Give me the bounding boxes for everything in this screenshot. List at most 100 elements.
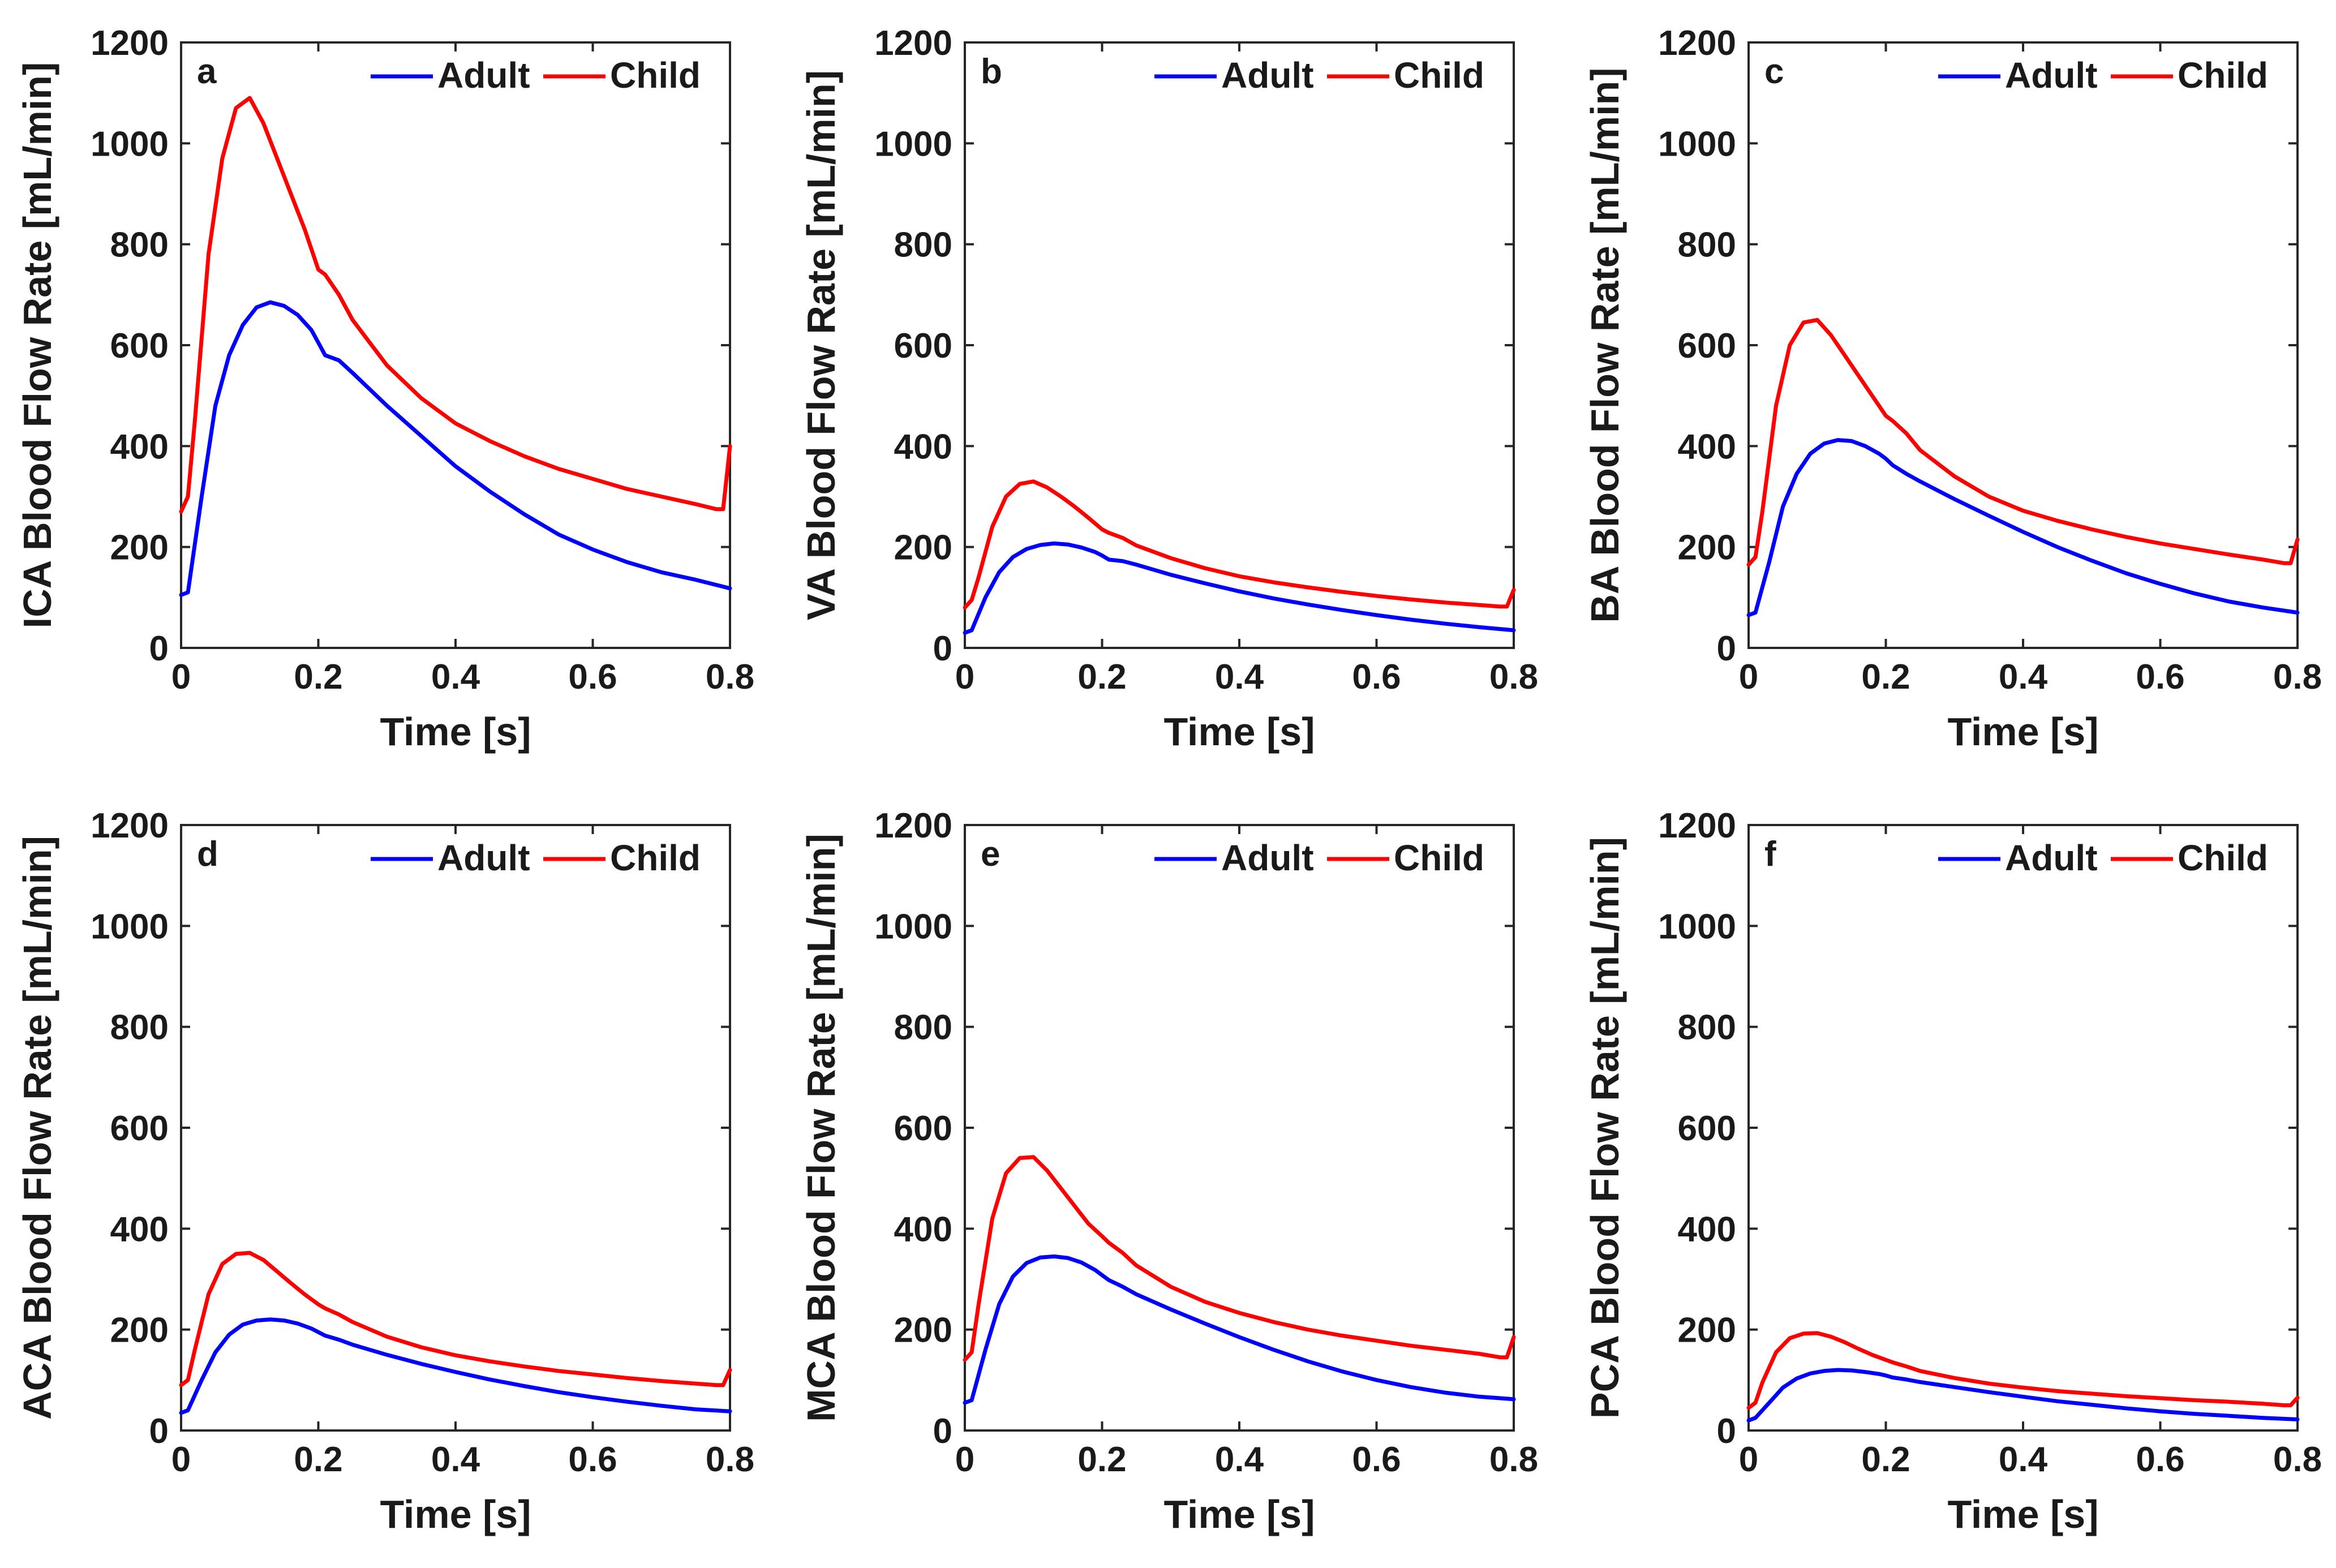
y-tick-label: 800 [894, 226, 952, 265]
y-tick-label: 0 [933, 1412, 952, 1451]
legend-entry-adult: Adult [1154, 837, 1314, 878]
panel-a: 0 0.2 0.4 0.6 0.8 0 200 400 600 800 1000 1200 Time [… [15, 24, 754, 754]
panel-c: 0 0.2 0.4 0.6 0.8 0 200 400 600 800 1000 1200 Time [… [1583, 24, 2322, 754]
x-tick-label: 0 [1739, 658, 1758, 697]
y-tick-label: 800 [1678, 1008, 1736, 1047]
legend-label: Adult [1221, 55, 1314, 96]
legend-label: Child [2178, 837, 2268, 878]
panel-label: c [1764, 52, 1784, 91]
series-line-adult [1746, 1368, 2300, 1423]
x-tick-label: 0.2 [1861, 658, 1910, 697]
panel-d: 0 0.2 0.4 0.6 0.8 0 200 400 600 800 1000 1200 Time [… [15, 806, 754, 1536]
y-tick-label: 600 [110, 1109, 169, 1148]
y-tick-label: 200 [894, 1311, 952, 1350]
legend-entry-child: Child [543, 55, 701, 96]
legend-label: Child [610, 837, 701, 878]
legend-entry-child: Child [2111, 55, 2268, 96]
legend-entry-adult: Adult [1938, 837, 2098, 878]
x-axis-title: Time [s] [1947, 710, 2098, 754]
y-tick-label: 1200 [91, 24, 169, 63]
y-tick-label: 600 [894, 327, 952, 366]
y-tick-label: 800 [894, 1008, 952, 1047]
y-axis-title: MCA Blood Flow Rate [mL/min] [799, 834, 843, 1422]
legend-entry-child: Child [1327, 837, 1484, 878]
y-tick-label: 1200 [91, 806, 169, 845]
y-tick-label: 400 [110, 1210, 169, 1249]
x-axis-title: Time [s] [380, 1492, 531, 1536]
y-tick-label: 0 [933, 629, 952, 668]
y-tick-label: 1000 [91, 907, 169, 946]
plot-frame [964, 824, 1515, 1432]
x-tick-label: 0.2 [1077, 658, 1126, 697]
y-tick-label: 200 [1678, 1311, 1736, 1350]
series-line-child [179, 1251, 732, 1387]
series-line-adult [963, 1254, 1516, 1405]
y-tick-label: 1200 [1658, 806, 1736, 845]
y-tick-label: 200 [110, 1311, 169, 1350]
y-tick-label: 600 [110, 327, 169, 366]
panel-b: 0 0.2 0.4 0.6 0.8 0 200 400 600 800 1000 1200 Time [… [799, 24, 1538, 754]
legend-entry-child: Child [1327, 55, 1484, 96]
x-tick-label: 0.6 [2136, 658, 2184, 697]
series-line-child [963, 1155, 1516, 1362]
y-tick-label: 400 [894, 427, 952, 466]
y-tick-label: 800 [110, 1008, 169, 1047]
plot-frame [964, 41, 1515, 649]
y-tick-label: 1000 [91, 124, 169, 164]
legend-entry-adult: Adult [1938, 55, 2098, 96]
x-axis-title: Time [s] [1163, 1492, 1315, 1536]
legend-label: Child [1394, 837, 1484, 878]
x-tick-label: 0.6 [568, 658, 617, 697]
panel-label: e [981, 835, 1000, 874]
legend-label: Child [610, 55, 701, 96]
x-tick-label: 0.8 [1489, 658, 1538, 697]
y-axis-title: PCA Blood Flow Rate [mL/min] [1583, 837, 1627, 1419]
y-tick-label: 1200 [874, 24, 952, 63]
y-tick-label: 1000 [874, 124, 952, 164]
panel-e: 0 0.2 0.4 0.6 0.8 0 200 400 600 800 1000 1200 Time [… [799, 806, 1538, 1536]
y-tick-label: 800 [110, 226, 169, 265]
legend-entry-adult: Adult [1154, 55, 1314, 96]
x-tick-label: 0.8 [2273, 1440, 2322, 1479]
x-axis-title: Time [s] [1947, 1492, 2098, 1536]
legend-label: Child [1394, 55, 1484, 96]
y-tick-label: 400 [1678, 427, 1736, 466]
y-tick-label: 400 [894, 1210, 952, 1249]
y-tick-label: 400 [1678, 1210, 1736, 1249]
panel-label: a [197, 52, 217, 91]
series-line-child [179, 96, 732, 514]
legend-entry-adult: Adult [371, 55, 530, 96]
legend-label: Adult [2005, 55, 2098, 96]
x-tick-label: 0.6 [1352, 658, 1401, 697]
panel-label: d [197, 835, 218, 874]
panel-label: f [1764, 835, 1776, 874]
y-tick-label: 200 [1678, 529, 1736, 568]
y-tick-label: 600 [1678, 1109, 1736, 1148]
y-tick-label: 1000 [874, 907, 952, 946]
x-tick-label: 0.8 [1489, 1440, 1538, 1479]
y-tick-label: 400 [110, 427, 169, 466]
y-axis-title: BA Blood Flow Rate [mL/min] [1583, 67, 1627, 622]
plot-frame [180, 824, 731, 1432]
y-axis-title: ACA Blood Flow Rate [mL/min] [15, 836, 59, 1420]
y-tick-label: 0 [1717, 1412, 1736, 1451]
x-tick-label: 0.8 [706, 658, 754, 697]
legend-label: Adult [2005, 837, 2098, 878]
series-line-adult [179, 1317, 732, 1415]
panel-label: b [981, 52, 1002, 91]
x-tick-label: 0.8 [2273, 658, 2322, 697]
panel-f: 0 0.2 0.4 0.6 0.8 0 200 400 600 800 1000 1200 Time [… [1583, 806, 2322, 1536]
series-line-adult [963, 541, 1516, 635]
series-line-child [963, 479, 1516, 610]
y-tick-label: 200 [894, 529, 952, 568]
series-line-child [1746, 317, 2300, 567]
x-tick-label: 0 [955, 1440, 974, 1479]
legend-label: Child [2178, 55, 2268, 96]
x-tick-label: 0.2 [294, 658, 342, 697]
x-tick-label: 0 [955, 658, 974, 697]
x-tick-label: 0 [171, 1440, 191, 1479]
x-tick-label: 0 [171, 658, 191, 697]
y-tick-label: 600 [1678, 327, 1736, 366]
legend-entry-child: Child [543, 837, 701, 878]
